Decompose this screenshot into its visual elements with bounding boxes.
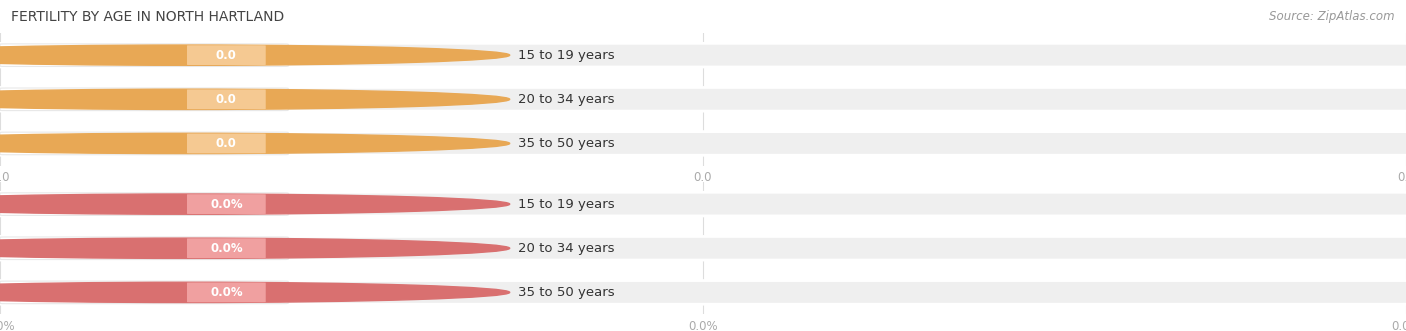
Circle shape: [0, 194, 510, 214]
FancyBboxPatch shape: [0, 192, 1406, 216]
FancyBboxPatch shape: [0, 132, 288, 155]
Text: 0.0: 0.0: [0, 171, 10, 184]
FancyBboxPatch shape: [0, 237, 288, 260]
Text: 0.0%: 0.0%: [688, 320, 718, 331]
Text: 20 to 34 years: 20 to 34 years: [519, 93, 614, 106]
Circle shape: [0, 89, 510, 110]
FancyBboxPatch shape: [187, 89, 266, 109]
Text: 0.0: 0.0: [217, 137, 236, 150]
FancyBboxPatch shape: [187, 194, 266, 214]
FancyBboxPatch shape: [0, 236, 1406, 260]
Text: 0.0: 0.0: [217, 49, 236, 62]
Text: 35 to 50 years: 35 to 50 years: [519, 286, 614, 299]
Circle shape: [0, 45, 510, 65]
Text: 0.0%: 0.0%: [0, 320, 15, 331]
FancyBboxPatch shape: [0, 88, 288, 111]
FancyBboxPatch shape: [0, 132, 1406, 155]
FancyBboxPatch shape: [187, 45, 266, 65]
FancyBboxPatch shape: [0, 43, 1406, 67]
Text: 0.0%: 0.0%: [209, 198, 243, 211]
FancyBboxPatch shape: [187, 238, 266, 258]
Text: Source: ZipAtlas.com: Source: ZipAtlas.com: [1270, 10, 1395, 23]
FancyBboxPatch shape: [0, 44, 288, 67]
Text: 0.0: 0.0: [217, 93, 236, 106]
Text: 35 to 50 years: 35 to 50 years: [519, 137, 614, 150]
Text: 0.0%: 0.0%: [1391, 320, 1406, 331]
FancyBboxPatch shape: [0, 87, 1406, 111]
Text: 0.0%: 0.0%: [209, 286, 243, 299]
Circle shape: [0, 282, 510, 303]
FancyBboxPatch shape: [187, 133, 266, 153]
FancyBboxPatch shape: [0, 193, 288, 215]
Text: FERTILITY BY AGE IN NORTH HARTLAND: FERTILITY BY AGE IN NORTH HARTLAND: [11, 10, 284, 24]
Text: 0.0: 0.0: [1396, 171, 1406, 184]
Text: 0.0: 0.0: [693, 171, 713, 184]
Text: 15 to 19 years: 15 to 19 years: [519, 198, 614, 211]
FancyBboxPatch shape: [0, 281, 288, 304]
Circle shape: [0, 133, 510, 154]
Text: 15 to 19 years: 15 to 19 years: [519, 49, 614, 62]
Circle shape: [0, 238, 510, 259]
FancyBboxPatch shape: [0, 281, 1406, 304]
Text: 0.0%: 0.0%: [209, 242, 243, 255]
Text: 20 to 34 years: 20 to 34 years: [519, 242, 614, 255]
FancyBboxPatch shape: [187, 282, 266, 302]
